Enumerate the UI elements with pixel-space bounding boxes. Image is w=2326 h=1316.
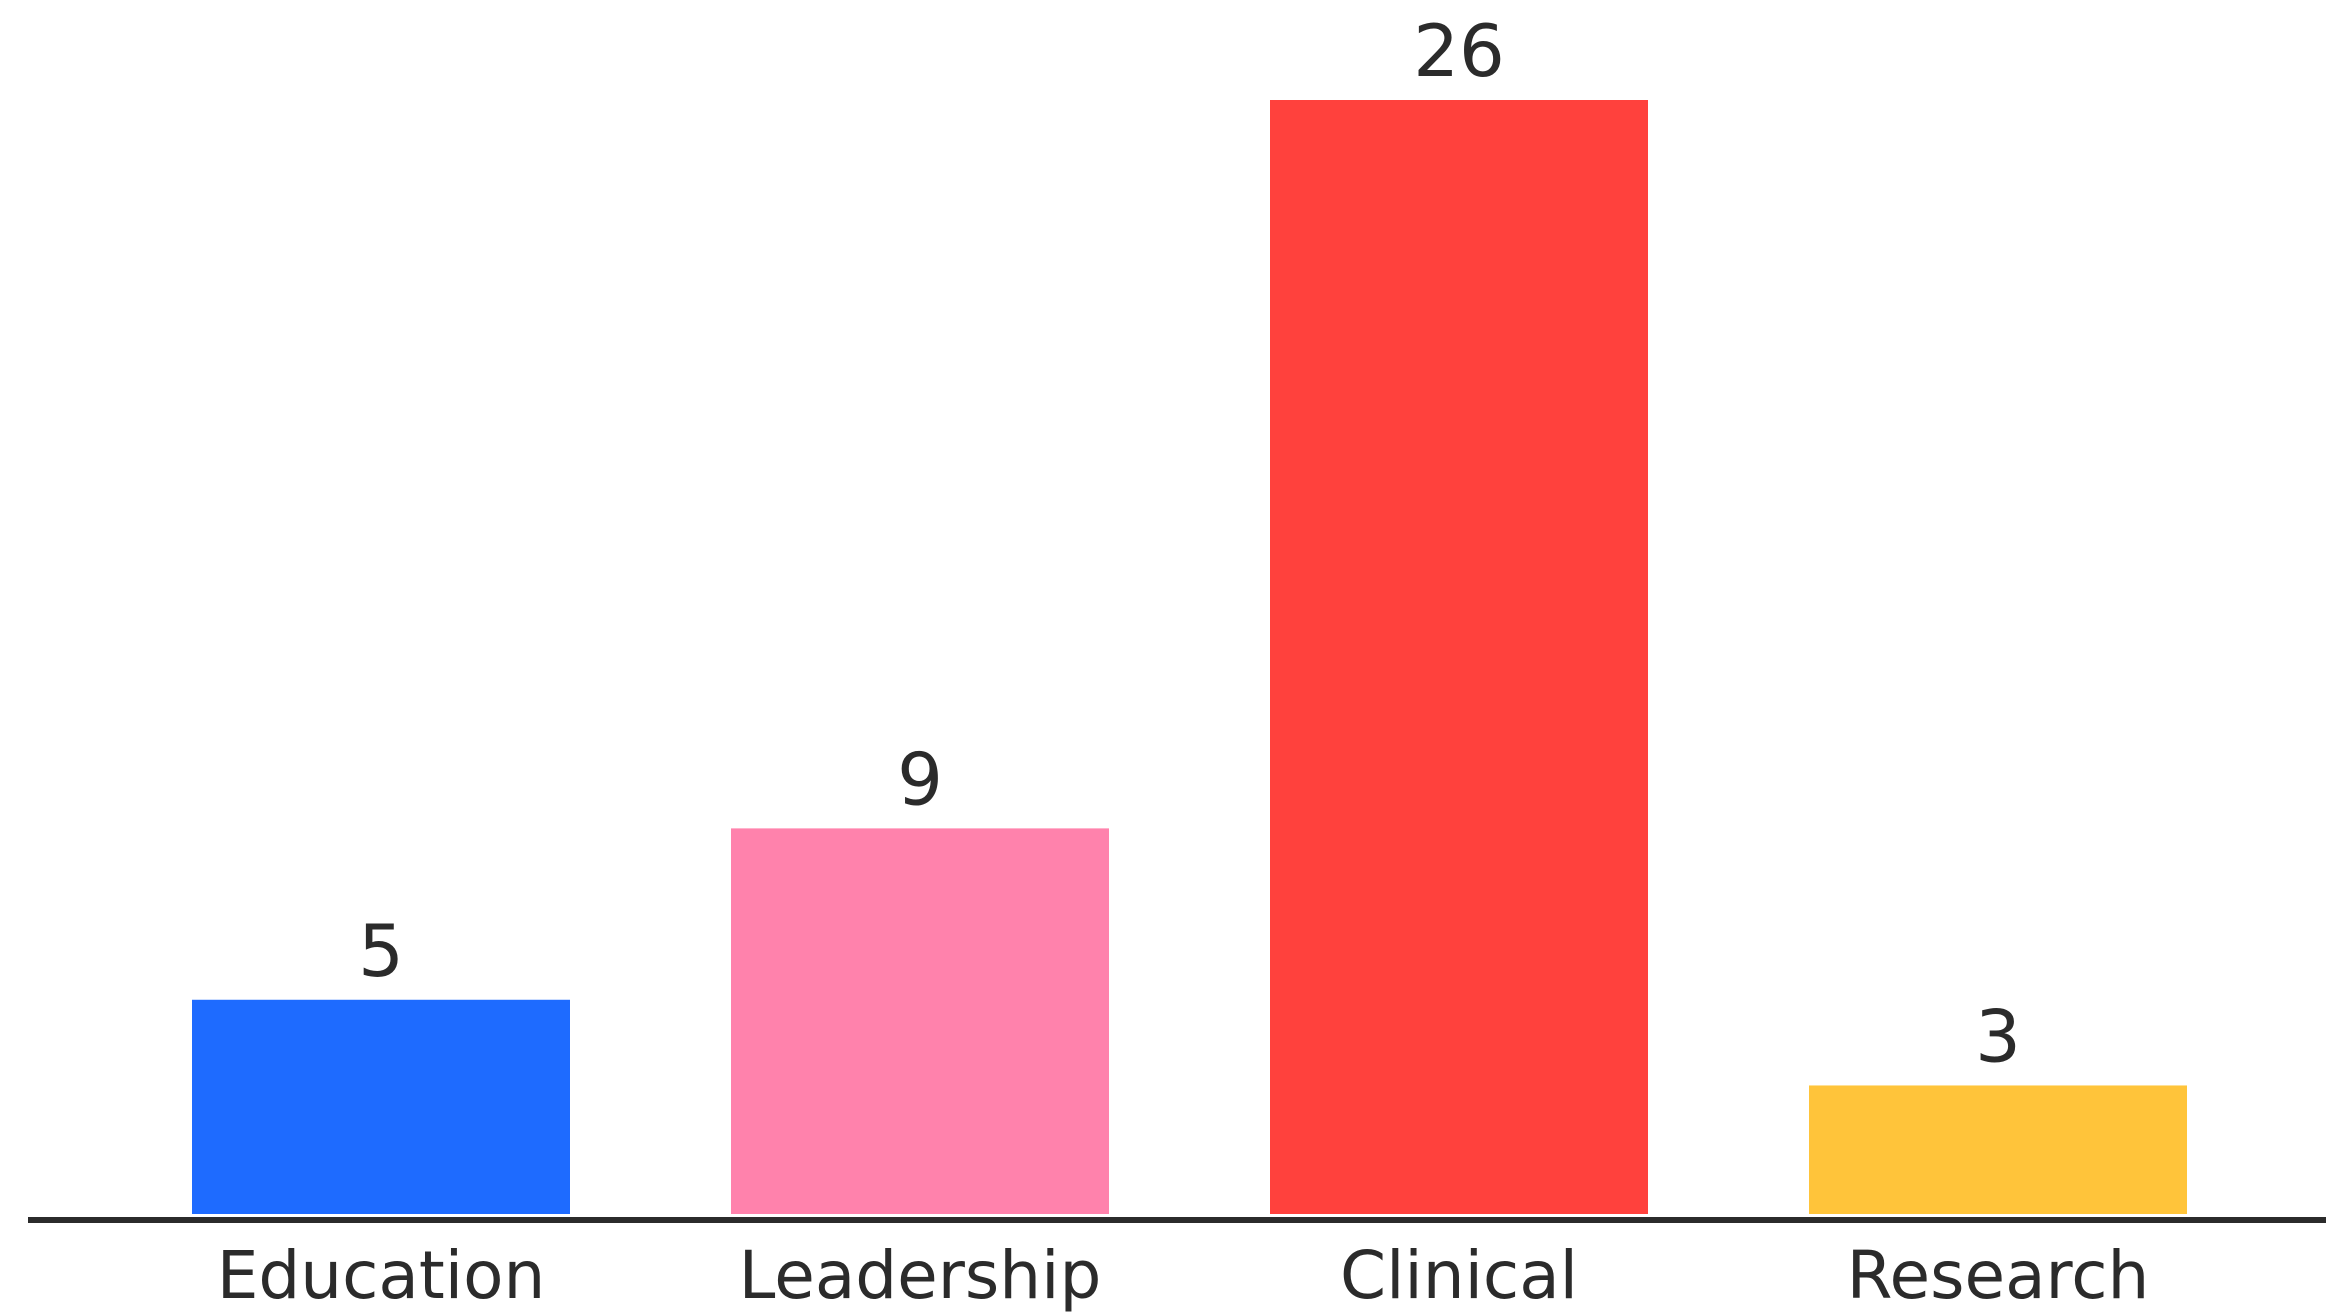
- category-labels-layer: Education Leadership Clinical Research: [217, 1237, 2150, 1314]
- value-label-clinical: 26: [1413, 9, 1505, 93]
- value-label-leadership: 9: [897, 737, 943, 821]
- category-label-research: Research: [1847, 1237, 2150, 1314]
- bars-layer: [192, 100, 2187, 1214]
- bar-clinical: [1270, 100, 1648, 1214]
- value-labels-layer: 5 9 26 3: [358, 9, 2021, 1078]
- category-label-clinical: Clinical: [1340, 1237, 1578, 1314]
- bar-research: [1809, 1085, 2187, 1214]
- bar-education: [192, 999, 570, 1214]
- bar-leadership: [731, 828, 1109, 1214]
- value-label-research: 3: [1975, 994, 2021, 1078]
- category-label-leadership: Leadership: [739, 1237, 1102, 1314]
- category-label-education: Education: [217, 1237, 546, 1314]
- value-label-education: 5: [358, 909, 404, 993]
